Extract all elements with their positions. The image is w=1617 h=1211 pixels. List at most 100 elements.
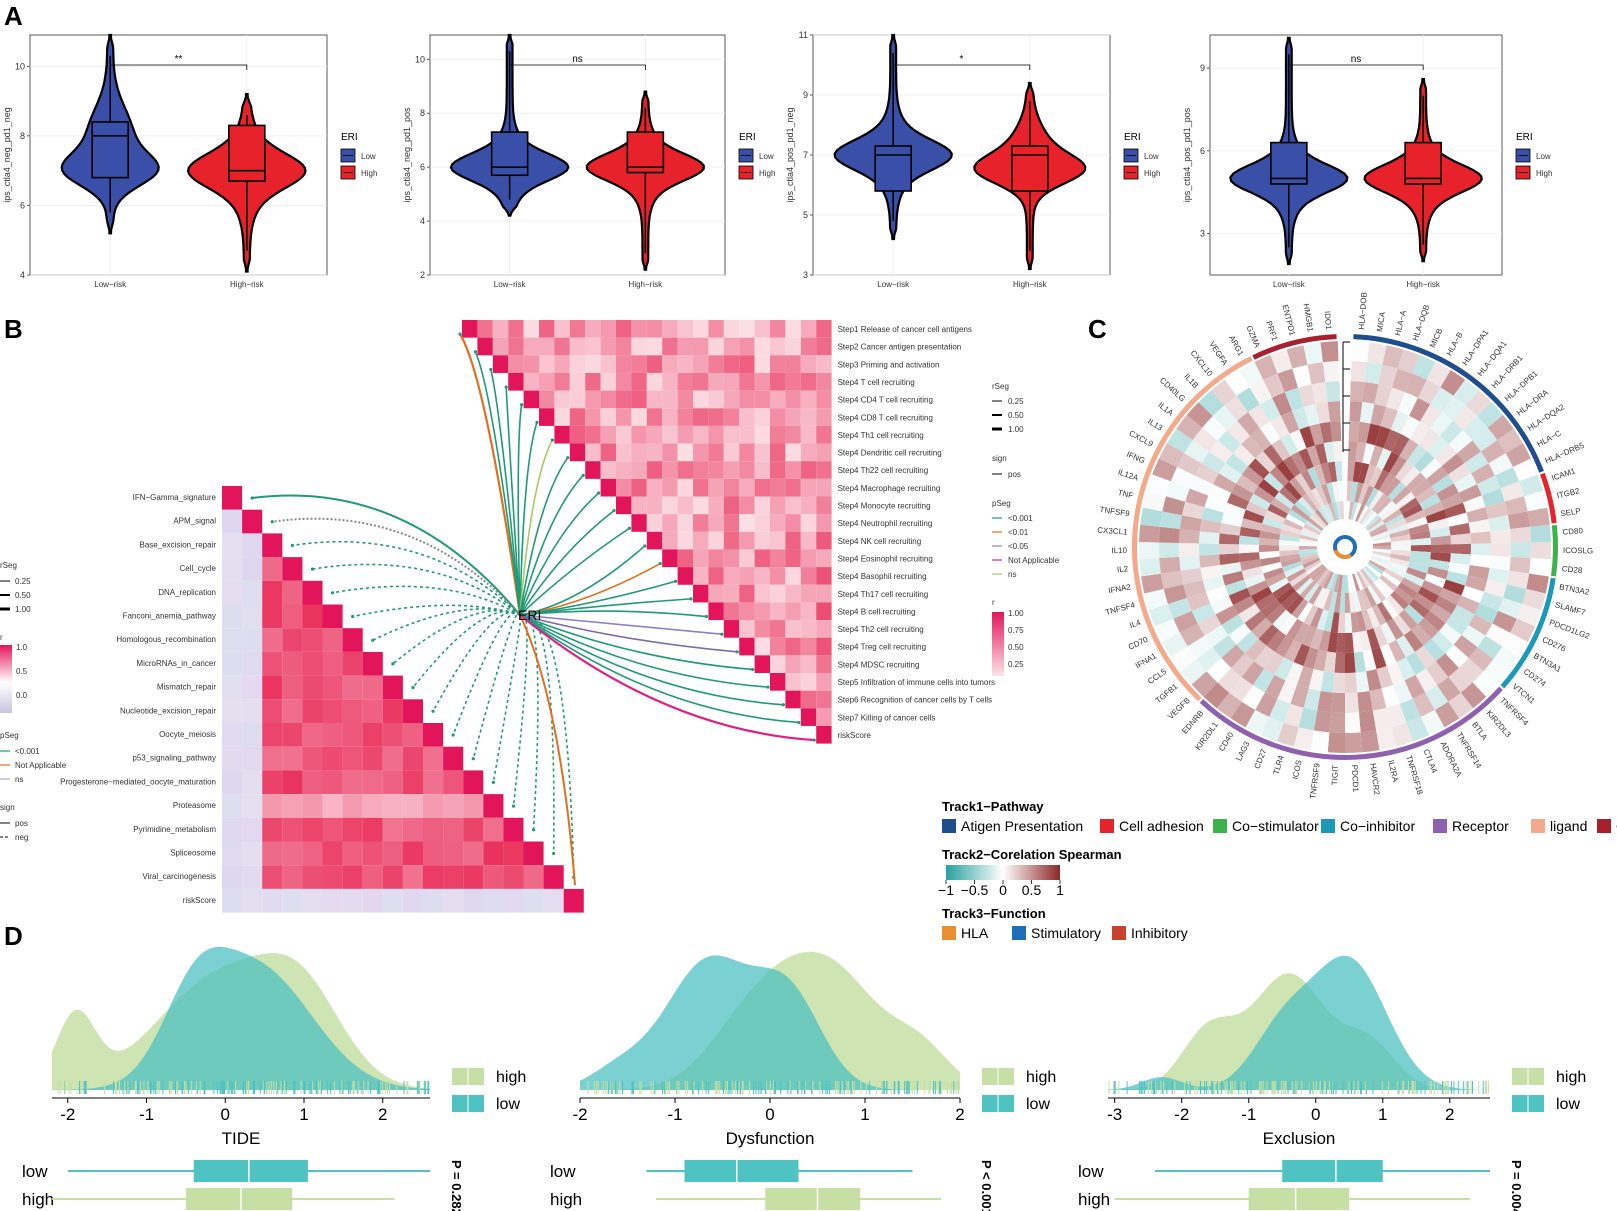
circos-cell xyxy=(1347,461,1356,482)
heatmap-cell xyxy=(463,841,484,866)
circos-cell xyxy=(1196,647,1222,672)
circos-cell xyxy=(1435,653,1459,677)
circos-cell xyxy=(1263,472,1284,492)
heatmap-cell xyxy=(382,817,403,842)
circos-cell xyxy=(1307,517,1324,531)
heatmap-cell xyxy=(523,865,544,889)
heatmap-cell xyxy=(800,478,817,497)
heatmap-cell xyxy=(723,443,740,462)
heatmap-cell xyxy=(262,865,283,889)
circos-cell xyxy=(1298,448,1314,470)
legend-label: <0.001 xyxy=(15,747,40,756)
y-tick-label: 7 xyxy=(803,150,808,160)
heatmap-cell xyxy=(322,746,343,771)
heatmap-cell xyxy=(693,425,709,444)
circos-cell xyxy=(1217,430,1242,454)
circos-cell xyxy=(1448,562,1470,576)
panel-label-b: B xyxy=(4,314,23,344)
circos-cell xyxy=(1229,676,1253,702)
heatmap-cell xyxy=(443,817,464,842)
circos-cell xyxy=(1370,583,1387,602)
heatmap-cell xyxy=(708,549,724,568)
circos-cell xyxy=(1263,373,1285,398)
x-tick-label: -3 xyxy=(1107,1105,1122,1124)
heatmap-cell xyxy=(382,675,403,700)
circos-cell xyxy=(1238,544,1260,554)
circos-cell xyxy=(1446,512,1469,527)
circos-cell xyxy=(1398,609,1418,630)
heatmap-cell xyxy=(785,390,801,409)
heatmap-cell xyxy=(402,746,423,771)
heatmap-cell xyxy=(302,699,323,723)
heatmap-cell xyxy=(677,549,693,568)
heatmap-cell xyxy=(282,723,303,747)
legend-swatch xyxy=(1213,819,1227,833)
circos-cell xyxy=(1423,638,1446,662)
circos-cell xyxy=(1239,526,1261,538)
heatmap-row-label: Pyrimidine_metabolism xyxy=(133,825,216,834)
circos-cell xyxy=(1331,501,1340,521)
heatmap-cell xyxy=(816,584,832,603)
circos-cell xyxy=(1440,370,1466,396)
circos-cell xyxy=(1393,680,1413,704)
heatmap-row-label: Step4 Treg cell recruiting xyxy=(838,643,927,652)
heatmap-cell xyxy=(585,337,601,356)
circos-cell xyxy=(1480,440,1506,464)
legend-title: pSeg xyxy=(992,499,1011,508)
circos-cell xyxy=(1334,652,1345,673)
heatmap-cell xyxy=(785,443,801,462)
legend-label: pos xyxy=(1008,470,1021,479)
panel-b-right-heatmap: Step1 Release of cancer cell antigensSte… xyxy=(462,320,1060,744)
circos-cell xyxy=(1213,473,1237,493)
circos-cell xyxy=(1467,565,1490,580)
circos-cell xyxy=(1498,597,1523,619)
circos-cell xyxy=(1283,481,1303,501)
heatmap-cell xyxy=(242,557,263,581)
heatmap-cell xyxy=(739,637,755,656)
circos-cell xyxy=(1376,601,1393,623)
heatmap-cell xyxy=(443,746,464,771)
eri-link xyxy=(272,517,521,616)
circos-cell xyxy=(1323,651,1337,673)
heatmap-cell xyxy=(302,794,323,818)
track3-title: Track3−Function xyxy=(942,906,1046,921)
legend-swatch xyxy=(1597,819,1611,833)
heatmap-cell xyxy=(262,580,283,605)
circos-cell xyxy=(1309,423,1324,446)
circos-cell xyxy=(1258,624,1280,646)
box-high xyxy=(228,124,266,182)
legend-label: Cell adhesion xyxy=(1119,818,1204,834)
heatmap-cell xyxy=(662,478,678,497)
heatmap-cell xyxy=(770,620,786,638)
heatmap-cell xyxy=(770,320,786,338)
circos-cell xyxy=(1292,364,1312,388)
circos-cell xyxy=(1458,484,1482,503)
circos-cell xyxy=(1361,509,1375,526)
circos-cell xyxy=(1527,507,1550,527)
circos-cell xyxy=(1461,585,1484,604)
heatmap-cell xyxy=(282,651,303,676)
heatmap-cell xyxy=(739,390,755,409)
heatmap-cell xyxy=(785,584,801,603)
eri-link xyxy=(519,612,539,830)
track1-title: Track1−Pathway xyxy=(942,799,1044,814)
circos-cell xyxy=(1345,672,1358,693)
circos-cell xyxy=(1315,443,1328,465)
circos-cell xyxy=(1477,635,1503,660)
circos-cell xyxy=(1366,607,1381,629)
circos-cell xyxy=(1350,501,1359,521)
circos-cell xyxy=(1362,567,1377,584)
gene-label: TIGIT xyxy=(1330,765,1340,786)
heatmap-cell xyxy=(282,770,303,795)
circos-cell xyxy=(1265,572,1287,587)
circos-cell xyxy=(1233,595,1256,615)
legend-label-low: Low xyxy=(759,152,774,161)
heatmap-cell xyxy=(616,443,632,462)
x-tick-label: Low−risk xyxy=(877,280,910,289)
heatmap-row-label: Homologous_recombination xyxy=(116,635,216,644)
circos-cell xyxy=(1405,567,1427,581)
pathway-arc xyxy=(1132,356,1253,702)
circos-cell xyxy=(1261,716,1284,742)
heatmap-cell xyxy=(723,514,740,532)
